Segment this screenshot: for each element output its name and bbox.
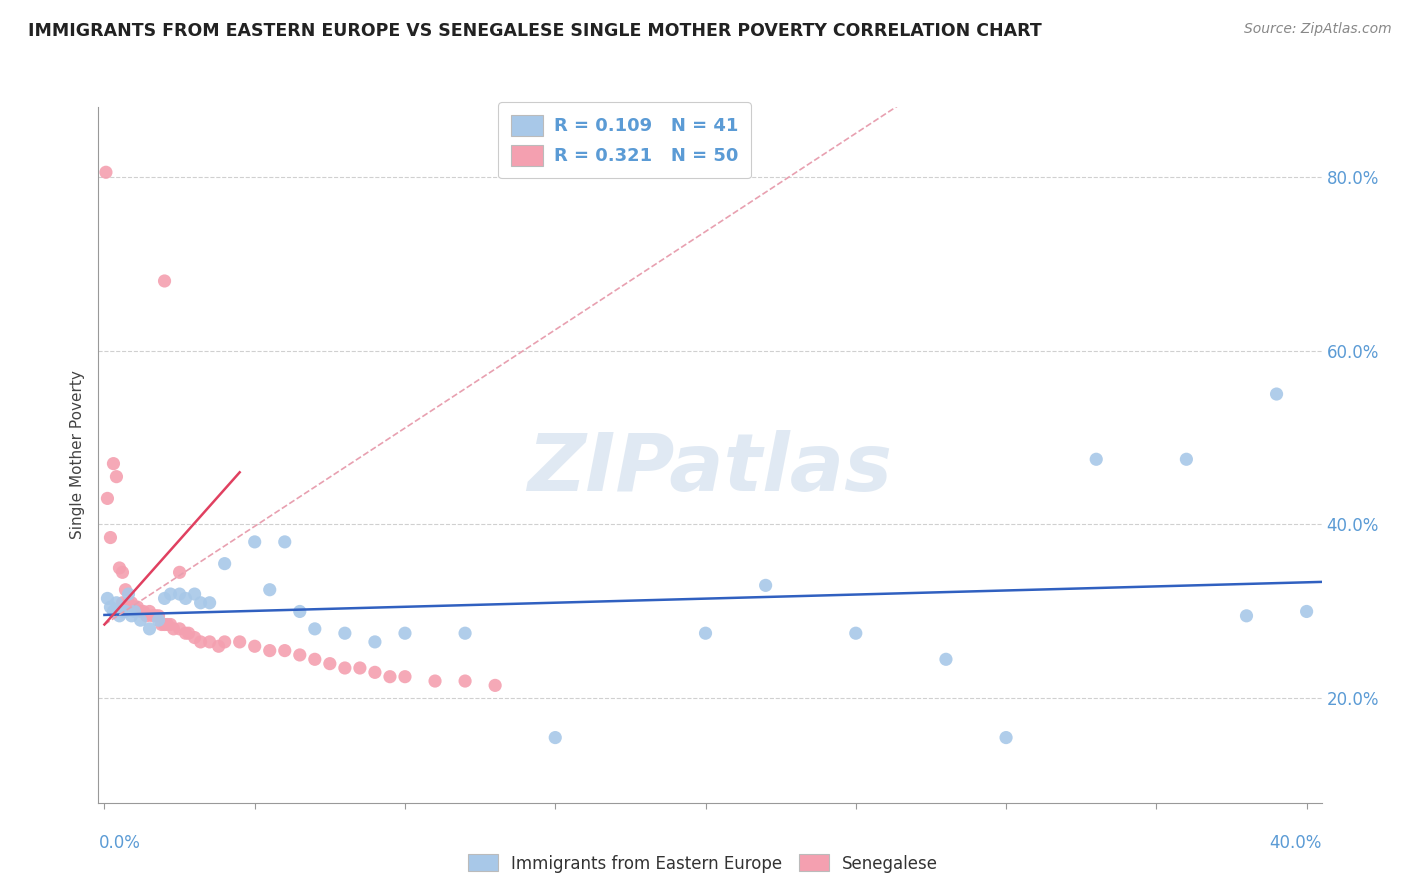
Point — [103, 457, 125, 471]
Point — [274, 643, 297, 657]
Point — [138, 605, 160, 619]
Point — [349, 661, 371, 675]
Point — [108, 608, 131, 623]
Point — [111, 596, 134, 610]
Point — [127, 600, 149, 615]
Point — [243, 639, 266, 653]
Point — [333, 661, 356, 675]
Point — [423, 674, 446, 689]
Point — [169, 566, 191, 580]
Text: IMMIGRANTS FROM EASTERN EUROPE VS SENEGALESE SINGLE MOTHER POVERTY CORRELATION C: IMMIGRANTS FROM EASTERN EUROPE VS SENEGA… — [28, 22, 1042, 40]
Point — [274, 534, 297, 549]
Point — [103, 605, 125, 619]
Point — [183, 631, 205, 645]
Point — [145, 608, 167, 623]
Point — [129, 605, 152, 619]
Point — [124, 600, 146, 615]
Point — [162, 622, 184, 636]
Point — [169, 622, 191, 636]
Point — [484, 678, 506, 692]
Point — [1236, 608, 1258, 623]
Point — [454, 674, 477, 689]
Point — [214, 557, 236, 571]
Point — [259, 582, 281, 597]
Point — [394, 626, 416, 640]
Point — [190, 635, 212, 649]
Point — [121, 608, 143, 623]
Point — [121, 596, 143, 610]
Text: 0.0%: 0.0% — [98, 834, 141, 852]
Point — [243, 534, 266, 549]
Point — [1295, 605, 1317, 619]
Point — [208, 639, 231, 653]
Point — [148, 608, 170, 623]
Point — [364, 635, 387, 649]
Point — [117, 587, 139, 601]
Point — [190, 596, 212, 610]
Point — [132, 605, 155, 619]
Point — [111, 605, 134, 619]
Y-axis label: Single Mother Poverty: Single Mother Poverty — [69, 370, 84, 540]
Point — [319, 657, 342, 671]
Point — [150, 617, 173, 632]
Point — [378, 670, 401, 684]
Point — [228, 635, 250, 649]
Point — [156, 617, 179, 632]
Point — [148, 613, 170, 627]
Point — [117, 596, 139, 610]
Point — [159, 617, 181, 632]
Point — [333, 626, 356, 640]
Point — [96, 491, 118, 506]
Point — [935, 652, 957, 666]
Point — [108, 561, 131, 575]
Point — [111, 566, 134, 580]
Point — [214, 635, 236, 649]
Point — [198, 596, 221, 610]
Point — [153, 274, 176, 288]
Point — [159, 587, 181, 601]
Point — [1265, 387, 1288, 401]
Point — [454, 626, 477, 640]
Point — [100, 531, 122, 545]
Point — [198, 635, 221, 649]
Text: 40.0%: 40.0% — [1270, 834, 1322, 852]
Point — [364, 665, 387, 680]
Point — [183, 587, 205, 601]
Point — [695, 626, 717, 640]
Point — [288, 605, 311, 619]
Point — [544, 731, 567, 745]
Point — [100, 600, 122, 615]
Point — [124, 605, 146, 619]
Point — [135, 608, 157, 623]
Point — [153, 591, 176, 606]
Point — [304, 652, 326, 666]
Point — [174, 591, 197, 606]
Point — [1085, 452, 1108, 467]
Point — [755, 578, 778, 592]
Text: Source: ZipAtlas.com: Source: ZipAtlas.com — [1244, 22, 1392, 37]
Point — [394, 670, 416, 684]
Point — [304, 622, 326, 636]
Legend: R = 0.109   N = 41, R = 0.321   N = 50: R = 0.109 N = 41, R = 0.321 N = 50 — [498, 103, 751, 178]
Point — [288, 648, 311, 662]
Point — [94, 165, 117, 179]
Point — [177, 626, 200, 640]
Point — [105, 596, 128, 610]
Point — [141, 608, 163, 623]
Text: ZIPatlas: ZIPatlas — [527, 430, 893, 508]
Point — [105, 469, 128, 483]
Point — [1175, 452, 1198, 467]
Point — [114, 605, 136, 619]
Point — [129, 613, 152, 627]
Point — [96, 591, 118, 606]
Point — [169, 587, 191, 601]
Point — [259, 643, 281, 657]
Point — [174, 626, 197, 640]
Point — [138, 622, 160, 636]
Point — [153, 617, 176, 632]
Point — [995, 731, 1018, 745]
Legend: Immigrants from Eastern Europe, Senegalese: Immigrants from Eastern Europe, Senegale… — [461, 847, 945, 880]
Point — [845, 626, 868, 640]
Point — [114, 582, 136, 597]
